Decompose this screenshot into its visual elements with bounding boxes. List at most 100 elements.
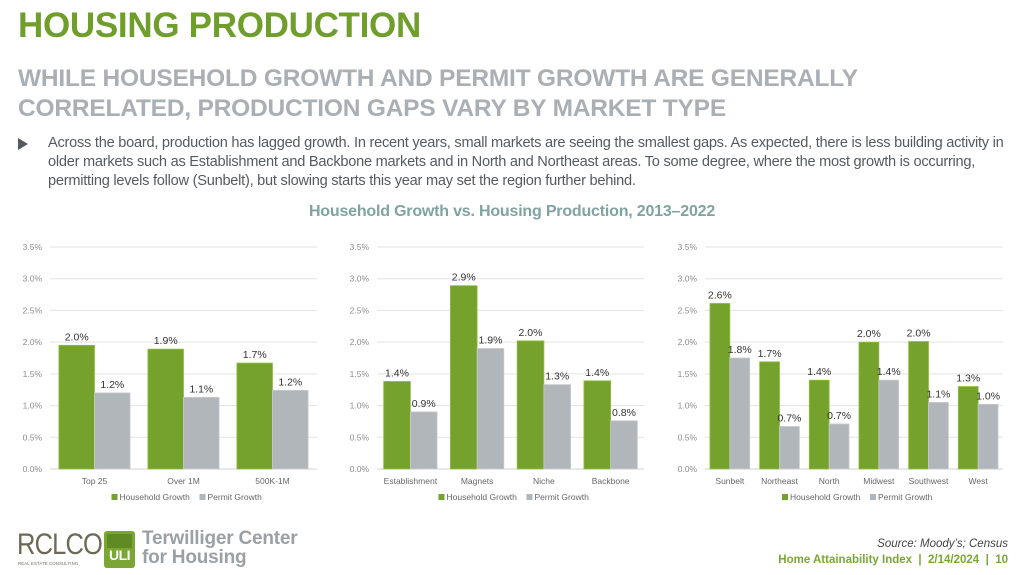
category-label: Backbone xyxy=(592,476,630,486)
y-tick-label: 3.5% xyxy=(350,242,370,252)
category-label: Over 1M xyxy=(167,476,200,486)
bar-household-growth xyxy=(236,362,273,470)
y-tick-label: 1.0% xyxy=(350,401,370,411)
bar-household-growth xyxy=(383,381,411,470)
bar-household-growth xyxy=(759,361,780,470)
data-label: 2.6% xyxy=(708,289,732,301)
category-label: Top 25 xyxy=(82,476,108,486)
bar-household-growth xyxy=(58,344,95,470)
data-label: 2.0% xyxy=(65,331,89,343)
data-label: 1.7% xyxy=(243,349,267,361)
page-subtitle: WHILE HOUSEHOLD GROWTH AND PERMIT GROWTH… xyxy=(18,65,858,122)
data-label: 2.9% xyxy=(452,272,476,284)
y-tick-label: 0.5% xyxy=(23,432,43,442)
figure-title: Household Growth vs. Housing Production,… xyxy=(308,203,716,220)
data-label: 2.0% xyxy=(907,328,931,340)
bar-household-growth xyxy=(709,303,731,470)
data-label: 1.3% xyxy=(545,371,569,383)
bar-permit-growth xyxy=(272,389,309,470)
y-tick-label: 1.5% xyxy=(23,369,43,379)
y-tick-label: 2.0% xyxy=(350,337,370,347)
partner-name-line2: for Housing xyxy=(142,547,247,568)
bar-permit-growth xyxy=(476,348,505,470)
y-tick-label: 3.5% xyxy=(23,242,43,252)
y-tick-label: 1.5% xyxy=(678,369,698,379)
data-label: 1.4% xyxy=(877,366,901,378)
bar-permit-growth xyxy=(729,357,751,470)
legend-label-permit-growth: Permit Growth xyxy=(208,492,263,502)
data-label: 0.7% xyxy=(777,413,801,425)
legend-swatch-permit-growth xyxy=(870,494,876,500)
y-tick-label: 2.0% xyxy=(23,337,43,347)
bar-permit-growth xyxy=(828,423,850,470)
category-label: Midwest xyxy=(863,476,895,486)
bar-permit-growth xyxy=(409,411,438,470)
category-label: Niche xyxy=(533,476,555,486)
bar-permit-growth xyxy=(610,420,638,470)
bar-household-growth xyxy=(450,285,478,470)
category-label: 500K-1M xyxy=(255,476,290,486)
data-label: 1.3% xyxy=(956,373,980,385)
y-tick-label: 0.5% xyxy=(678,432,698,442)
bar-household-growth xyxy=(583,380,612,470)
bar-permit-growth xyxy=(183,396,220,470)
y-tick-label: 0.0% xyxy=(23,464,43,474)
y-tick-label: 2.0% xyxy=(678,337,698,347)
bar-household-growth xyxy=(858,341,880,470)
footer-index-line: Home Attainability Index | 2/14/2024 | 1… xyxy=(778,554,1008,566)
bar-household-growth xyxy=(908,341,929,470)
bar-permit-growth xyxy=(779,426,800,470)
data-label: 1.4% xyxy=(585,367,609,379)
legend-swatch-household-growth xyxy=(782,494,788,500)
rclco-logo-subtext: REAL ESTATE CONSULTING xyxy=(18,561,79,566)
data-label: 1.7% xyxy=(758,348,782,360)
bar-permit-growth xyxy=(928,401,949,470)
source-note: Source: Moody’s; Census xyxy=(877,538,1008,550)
bullet-text: Across the board, production has lagged … xyxy=(48,135,1004,189)
category-label: North xyxy=(819,476,840,486)
data-label: 0.8% xyxy=(612,407,636,419)
category-label: Magnets xyxy=(461,476,494,486)
data-label: 1.2% xyxy=(100,379,124,391)
data-label: 2.0% xyxy=(519,327,543,339)
bar-permit-growth xyxy=(878,379,900,470)
page-title: HOUSING PRODUCTION xyxy=(18,6,421,45)
uli-logo-block xyxy=(107,534,132,548)
category-label: Southwest xyxy=(909,476,949,486)
uli-logo: ULI xyxy=(104,531,135,568)
data-label: 1.0% xyxy=(976,390,1000,402)
legend-label-permit-growth: Permit Growth xyxy=(878,492,933,502)
bar-permit-growth xyxy=(543,384,571,470)
legend-swatch-household-growth xyxy=(438,494,445,500)
data-label: 1.4% xyxy=(385,367,409,379)
category-label: Sunbelt xyxy=(715,476,744,486)
y-tick-label: 3.5% xyxy=(678,242,698,252)
bar-permit-growth xyxy=(94,392,131,470)
y-tick-label: 1.0% xyxy=(23,401,43,411)
category-label: Northeast xyxy=(761,476,798,486)
bar-household-growth xyxy=(147,348,184,470)
bar-household-growth xyxy=(808,379,830,470)
partner-name-line1: Terwilliger Center xyxy=(142,528,298,549)
y-tick-label: 2.5% xyxy=(350,305,370,315)
legend-swatch-household-growth xyxy=(111,494,118,500)
partner-name: Terwilliger Center for Housing xyxy=(142,528,298,568)
uli-logo-text: ULI xyxy=(108,547,131,563)
legend-swatch-permit-growth xyxy=(526,494,533,500)
category-label: West xyxy=(969,476,989,486)
data-label: 1.9% xyxy=(154,335,178,347)
data-label: 1.4% xyxy=(807,366,831,378)
data-label: 2.0% xyxy=(857,328,881,340)
data-label: 1.8% xyxy=(728,344,752,356)
legend-label-permit-growth: Permit Growth xyxy=(535,492,590,502)
y-tick-label: 3.0% xyxy=(350,274,370,284)
y-tick-label: 2.5% xyxy=(678,305,698,315)
rclco-logo-text: RCLCO xyxy=(17,528,103,561)
y-tick-label: 0.0% xyxy=(678,464,698,474)
y-tick-label: 3.0% xyxy=(678,274,698,284)
data-label: 0.9% xyxy=(412,398,436,410)
bar-permit-growth xyxy=(977,403,999,470)
data-label: 1.1% xyxy=(189,383,213,395)
data-label: 0.7% xyxy=(827,410,851,422)
y-tick-label: 0.0% xyxy=(350,464,370,474)
